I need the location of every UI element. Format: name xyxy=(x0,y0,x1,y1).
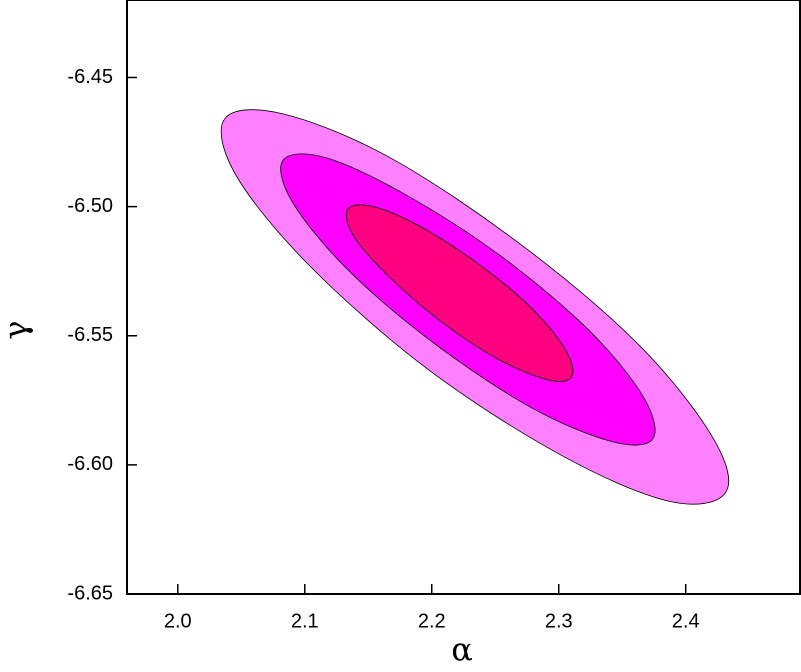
plot-frame xyxy=(126,0,801,595)
contour-region xyxy=(345,204,574,382)
y-tick-label: -6.55 xyxy=(67,324,113,346)
y-tick-label: -6.45 xyxy=(67,66,113,88)
x-tick-label: 2.4 xyxy=(672,610,700,632)
y-axis-label: γ xyxy=(0,320,35,339)
y-tick-label: -6.65 xyxy=(67,582,113,604)
x-tick-label: 2.0 xyxy=(164,610,192,632)
x-axis-label: α xyxy=(451,631,473,669)
x-tick-label: 2.1 xyxy=(291,610,319,632)
x-tick-label: 2.3 xyxy=(545,610,573,632)
x-tick-label: 2.2 xyxy=(418,610,446,632)
y-tick-label: -6.60 xyxy=(67,453,113,475)
y-tick-label: -6.50 xyxy=(67,195,113,217)
